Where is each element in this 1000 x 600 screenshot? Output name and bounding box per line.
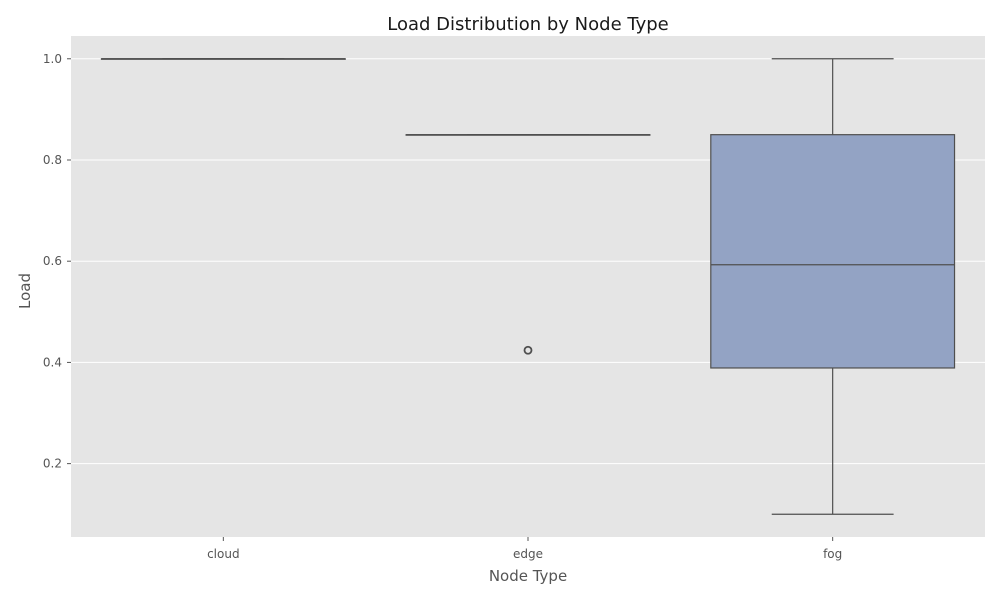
y-tick-label: 0.2	[43, 457, 62, 471]
chart-title: Load Distribution by Node Type	[387, 14, 668, 35]
x-axis-label: Node Type	[489, 567, 567, 585]
y-tick-label: 1.0	[43, 52, 62, 66]
x-tick-label: edge	[513, 547, 543, 561]
box-group-fog	[710, 58, 956, 515]
box-group-edge	[405, 134, 651, 355]
iqr-box	[710, 134, 956, 369]
box-group-cloud	[100, 58, 346, 60]
y-ticks: 0.2 0.4 0.6 0.8 1.0	[43, 52, 71, 471]
x-tick-label: cloud	[207, 547, 240, 561]
x-tick-label: fog	[823, 547, 842, 561]
boxes	[100, 58, 956, 515]
y-tick-label: 0.6	[43, 254, 62, 268]
outlier-point	[523, 345, 533, 355]
y-axis-label: Load	[16, 273, 34, 309]
x-ticks: cloud edge fog	[207, 537, 842, 561]
y-tick-label: 0.8	[43, 153, 62, 167]
y-tick-label: 0.4	[43, 355, 62, 369]
